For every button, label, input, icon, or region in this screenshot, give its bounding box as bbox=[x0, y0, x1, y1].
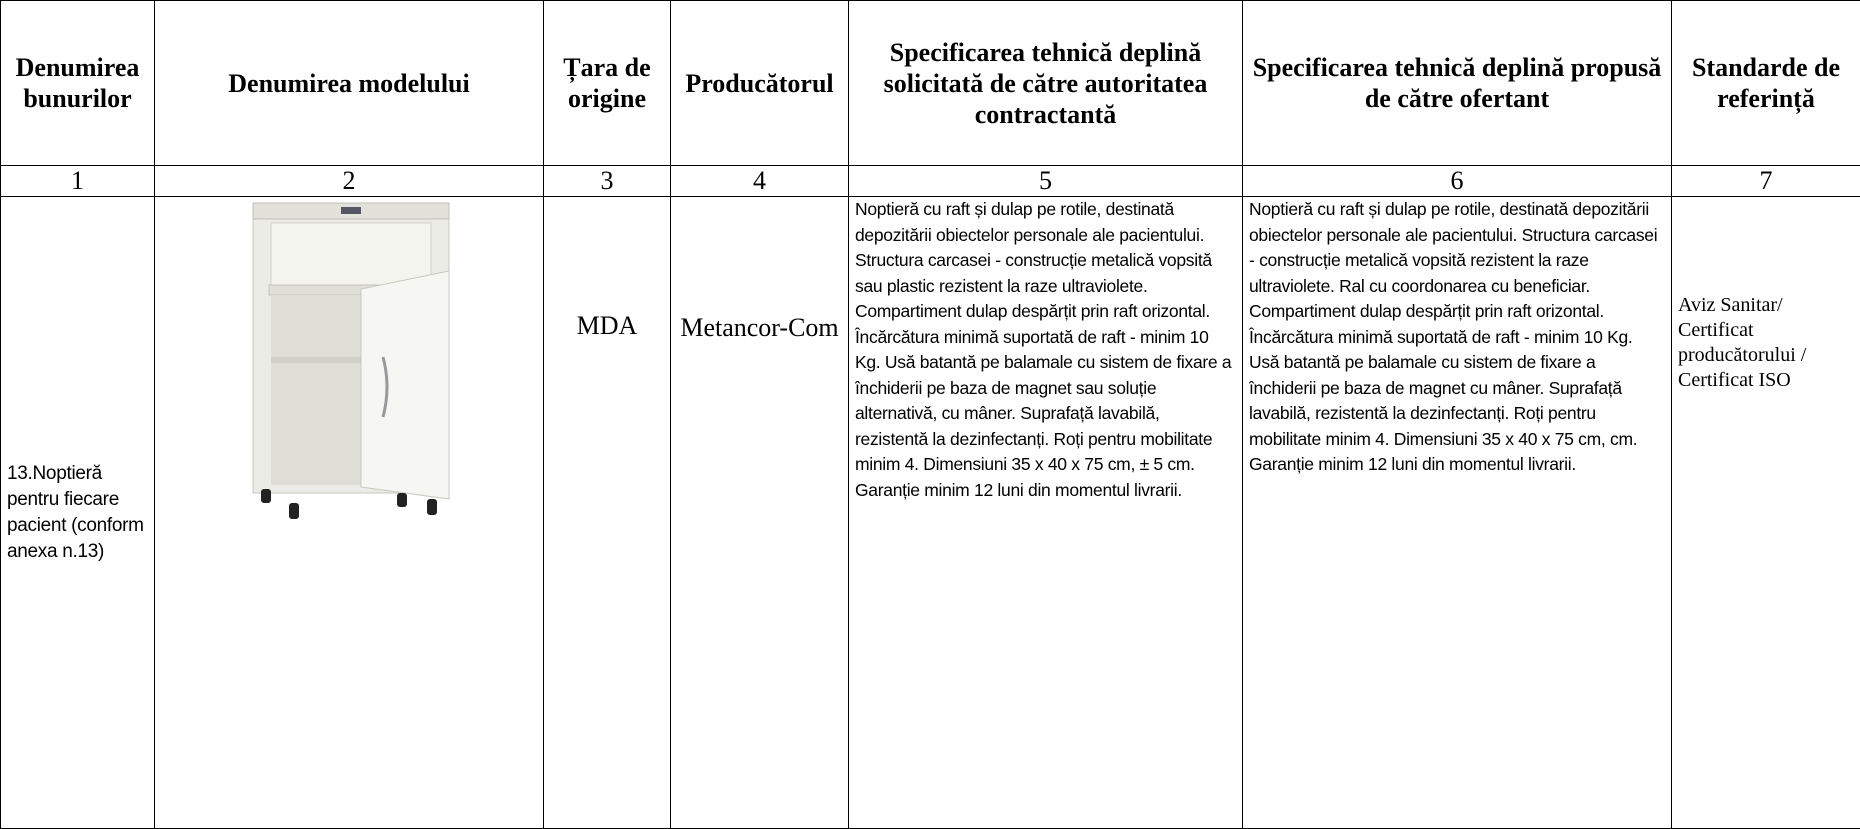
product-image bbox=[161, 197, 537, 527]
column-number: 4 bbox=[671, 166, 849, 197]
column-number: 7 bbox=[1672, 166, 1860, 197]
standards: Aviz Sanitar/ Certificat producătorului … bbox=[1678, 197, 1854, 393]
header-cell: Specificarea tehnică deplină solicitată … bbox=[849, 1, 1243, 166]
country-cell: MDA bbox=[544, 197, 671, 829]
standards-cell: Aviz Sanitar/ Certificat producătorului … bbox=[1672, 197, 1860, 829]
column-number: 5 bbox=[849, 166, 1243, 197]
country: MDA bbox=[577, 311, 638, 340]
header-cell: Țara de origine bbox=[544, 1, 671, 166]
header-row: Denumirea bunurilor Denumirea modelului … bbox=[1, 1, 1860, 166]
spec-offered-cell: Noptieră cu raft și dulap pe rotile, des… bbox=[1243, 197, 1672, 829]
header-cell: Standarde de referință bbox=[1672, 1, 1860, 166]
column-number: 6 bbox=[1243, 166, 1672, 197]
column-number: 2 bbox=[155, 166, 544, 197]
spec-offered: Noptieră cu raft și dulap pe rotile, des… bbox=[1249, 197, 1665, 714]
producer: Metancor-Com bbox=[677, 311, 842, 345]
item-name: 13.Noptieră pentru fiecare pacient (conf… bbox=[7, 461, 148, 565]
spec-requested-cell: Noptieră cu raft și dulap pe rotile, des… bbox=[849, 197, 1243, 829]
column-number: 1 bbox=[1, 166, 155, 197]
page: Denumirea bunurilor Denumirea modelului … bbox=[0, 0, 1860, 714]
column-number: 3 bbox=[544, 166, 671, 197]
number-row: 1 2 3 4 5 6 7 bbox=[1, 166, 1860, 197]
header-cell: Specificarea tehnică deplină propusă de … bbox=[1243, 1, 1672, 166]
item-row: 13.Noptieră pentru fiecare pacient (conf… bbox=[1, 197, 1860, 829]
header-cell: Producătorul bbox=[671, 1, 849, 166]
spec-requested: Noptieră cu raft și dulap pe rotile, des… bbox=[855, 197, 1236, 714]
image-cell bbox=[155, 197, 544, 829]
producer-cell: Metancor-Com bbox=[671, 197, 849, 829]
header-cell: Denumirea modelului bbox=[155, 1, 544, 166]
header-cell: Denumirea bunurilor bbox=[1, 1, 155, 166]
item-name-cell: 13.Noptieră pentru fiecare pacient (conf… bbox=[1, 197, 155, 829]
